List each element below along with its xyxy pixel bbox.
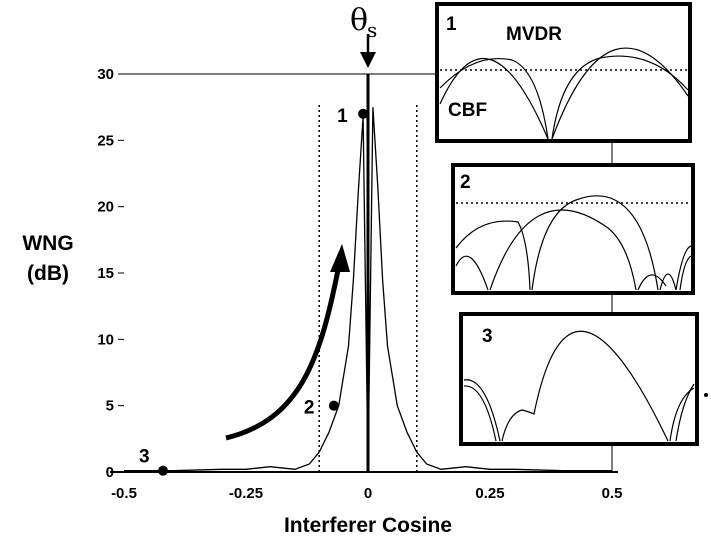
inset-1-label: 1 [446,14,457,35]
y-axis-title-line2: (dB) [27,262,69,285]
inset-1-mvdr-label: MVDR [506,24,562,45]
marked-point-label: 2 [304,398,315,419]
theta-symbol: θ [350,3,368,38]
marked-points: 1 2 3 [139,106,369,476]
x-tick-label: -0.25 [229,485,263,502]
x-tick-group: -0.5 -0.25 0 0.25 0.5 [111,485,622,502]
trend-arrowhead-icon [330,244,350,272]
marked-point-2 [328,400,339,411]
y-tick-label: 20 [97,199,114,216]
inset-2-mvdr-curve [455,209,692,291]
inset-2-cbf-curve [455,195,692,291]
y-tick-label: 30 [97,66,114,83]
theta-subscript: s [367,18,377,42]
inset-2: 2 [451,163,695,295]
inset-3-label: 3 [482,326,493,347]
theta-arrowhead [360,52,376,68]
inset-3-cbf-curve [463,383,695,442]
y-tick-label: 0 [106,464,114,481]
trend-arrow [225,244,350,441]
inset-3: 3 [459,312,699,446]
inset-1: 1 MVDR CBF [435,2,692,143]
wng-curve [124,107,612,473]
trend-arrow-shaft [225,269,341,441]
y-tick-label: 10 [97,331,114,348]
x-axis-title: Interferer Cosine [284,514,452,537]
y-tick-label: 5 [106,398,114,415]
inset-1-mvdr-curve [439,47,689,140]
marked-point-3 [158,465,169,476]
inset-2-label: 2 [460,172,471,193]
stray-dot [704,393,708,397]
x-tick-label: 0.5 [602,485,623,502]
x-tick-label: 0 [364,485,372,502]
x-tick-label: -0.5 [111,485,137,502]
inset-1-cbf-curve [439,55,689,140]
steering-angle-marker: θ s [350,3,377,68]
inset-1-cbf-label: CBF [448,100,487,121]
y-axis-title-line1: WNG [22,232,73,255]
y-tick-label: 25 [97,132,114,149]
marked-point-label: 3 [139,447,150,468]
marked-point-1 [358,108,369,119]
y-tick-group: 0 5 10 15 20 25 30 [97,66,124,481]
marked-point-label: 1 [337,106,348,127]
y-tick-label: 15 [97,265,114,282]
x-tick-label: 0.25 [475,485,504,502]
